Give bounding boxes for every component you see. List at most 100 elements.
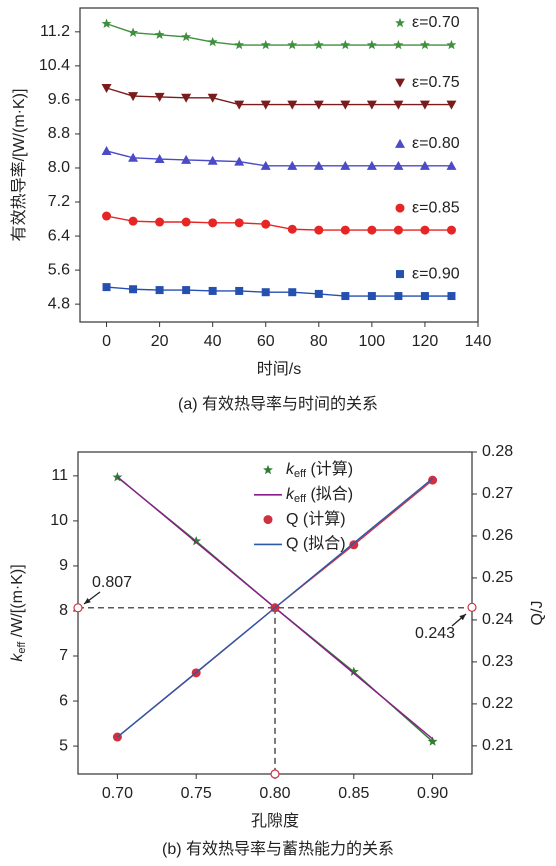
data-point	[101, 18, 112, 28]
data-point	[208, 218, 218, 228]
data-point	[182, 286, 191, 295]
data-point	[191, 535, 202, 546]
data-point	[393, 100, 404, 110]
data-point	[367, 225, 377, 235]
data-point	[287, 39, 298, 50]
data-point	[419, 160, 430, 170]
y-tick-label: 7.2	[48, 193, 70, 210]
legend-label: ε=0.80	[412, 135, 460, 152]
y-tick-label: 6	[59, 692, 68, 709]
data-point	[340, 100, 351, 110]
data-point	[112, 472, 123, 482]
data-point	[181, 93, 192, 103]
x-axis-label: 孔隙度	[251, 812, 299, 830]
legend-label: Q (计算)	[286, 509, 346, 528]
data-point	[420, 225, 430, 235]
y-tick-label: 10	[50, 512, 68, 529]
y2-axis-label: Q/J	[529, 601, 546, 626]
data-point	[207, 155, 218, 165]
x-axis-label: 时间/s	[257, 360, 301, 378]
data-point	[287, 100, 298, 110]
x-tick-label: 100	[359, 333, 386, 350]
data-point	[393, 225, 403, 235]
legend-marker	[395, 203, 405, 213]
crosshair-point	[73, 603, 83, 613]
y-tick-label: 5	[59, 737, 68, 754]
x-tick-label: 0.80	[259, 785, 290, 802]
data-point	[394, 292, 403, 301]
y-tick-label: 6.4	[48, 227, 70, 244]
legend-marker	[395, 78, 405, 88]
y-tick-label: 4.8	[48, 295, 70, 312]
x-tick-label: 40	[204, 333, 222, 350]
data-point	[314, 289, 323, 298]
series-line	[106, 87, 452, 106]
x-tick-label: 140	[465, 333, 492, 350]
y-tick-label: 8.8	[48, 125, 70, 142]
data-point	[261, 288, 270, 297]
annotation-arrowhead	[84, 597, 91, 604]
data-point	[128, 92, 139, 102]
data-point	[366, 160, 377, 170]
y2-tick-label: 0.24	[482, 611, 513, 628]
crosshair-point	[467, 602, 477, 612]
caption: (b) 有效热导率与蓄热能力的关系	[162, 840, 394, 858]
y-tick-label: 11	[51, 467, 68, 484]
data-point	[367, 292, 376, 301]
data-point	[129, 285, 138, 294]
x-tick-label: 20	[151, 333, 169, 350]
y-tick-label: 5.6	[48, 261, 70, 278]
data-point	[288, 288, 297, 297]
series-line	[106, 23, 452, 46]
data-point	[234, 218, 244, 228]
data-point	[260, 100, 271, 110]
data-point	[427, 736, 438, 746]
y2-tick-label: 0.21	[482, 737, 513, 754]
data-point	[155, 286, 164, 295]
y2-tick-label: 0.23	[482, 653, 513, 670]
crosshair-point	[270, 769, 280, 779]
y-axis-label: keff /W/[(m·K)]	[9, 564, 28, 661]
legend-marker	[395, 17, 405, 28]
legend-label: keff (拟合)	[286, 485, 353, 505]
data-point	[419, 39, 430, 50]
legend-marker	[263, 464, 273, 475]
y2-tick-label: 0.22	[482, 695, 513, 712]
data-point	[234, 156, 245, 166]
x-tick-label: 0.75	[181, 785, 212, 802]
data-point	[181, 154, 192, 164]
data-point	[154, 29, 165, 40]
data-point	[348, 666, 359, 676]
data-point	[446, 225, 456, 235]
data-point	[155, 217, 165, 227]
data-point	[314, 225, 324, 235]
x-tick-label: 0.90	[417, 785, 448, 802]
data-point	[260, 39, 271, 50]
y-tick-label: 9.6	[48, 91, 70, 108]
data-point	[128, 27, 139, 37]
data-point	[419, 100, 430, 110]
x-tick-label: 0	[102, 333, 111, 350]
y2-tick-label: 0.25	[482, 569, 513, 586]
y-tick-label: 8.0	[48, 159, 70, 176]
data-point	[207, 36, 218, 47]
y-tick-label: 9	[59, 557, 68, 574]
legend-label: keff (计算)	[286, 459, 353, 480]
legend-marker	[395, 138, 405, 148]
data-point	[446, 39, 457, 50]
data-point	[366, 39, 377, 50]
data-point	[428, 475, 438, 485]
data-point	[101, 83, 112, 93]
data-point	[181, 217, 191, 227]
x-tick-label: 0.70	[102, 785, 133, 802]
data-point	[446, 160, 457, 170]
data-point	[154, 92, 165, 102]
legend-label: ε=0.90	[412, 265, 460, 282]
data-point	[208, 286, 217, 295]
y2-tick-label: 0.26	[482, 527, 513, 544]
series-line	[106, 150, 452, 167]
x-tick-label: 120	[412, 333, 439, 350]
data-point	[313, 100, 324, 110]
legend-label: ε=0.75	[412, 74, 460, 91]
